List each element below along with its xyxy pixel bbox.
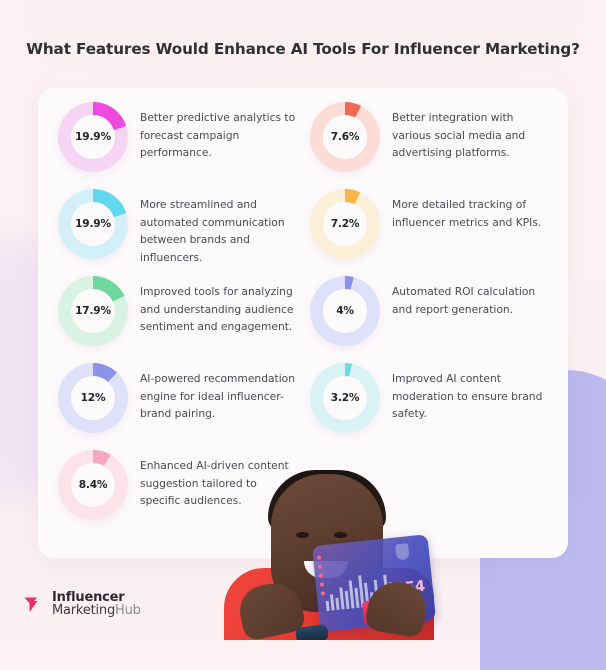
- donut-percent-label: 8.4%: [78, 479, 108, 491]
- stat-row: 19.9% Better predictive analytics to fore…: [58, 102, 300, 189]
- stat-row: 12% AI-powered recommendation engine for …: [58, 363, 300, 450]
- stat-description: More streamlined and automated communica…: [140, 198, 285, 264]
- stat-row: 3.2% Improved AI content moderation to en…: [310, 363, 552, 450]
- logo-marketing-text: Marketing: [52, 603, 115, 619]
- stat-description: Enhanced AI-driven content suggestion ta…: [140, 459, 289, 508]
- donut-chart: 17.9%: [58, 276, 128, 346]
- donut-percent-label: 7.2%: [330, 218, 360, 230]
- stat-description: Improved tools for analyzing and underst…: [140, 285, 294, 334]
- logo-hub-text: Hub: [115, 603, 141, 619]
- donut-percent-label: 12%: [80, 392, 106, 404]
- stat-description: Automated ROI calculation and report gen…: [392, 285, 536, 316]
- page-title: What Features Would Enhance AI Tools For…: [26, 40, 580, 58]
- stat-row: 17.9% Improved tools for analyzing and un…: [58, 276, 300, 363]
- stat-row: 7.2% More detailed tracking of influencer…: [310, 189, 552, 276]
- donut-percent-label: 19.9%: [75, 131, 111, 143]
- donut-chart: 7.2%: [310, 189, 380, 259]
- hero-photo: 154: [216, 452, 506, 640]
- stats-column-left: 19.9% Better predictive analytics to fore…: [58, 102, 300, 548]
- photo-eye-left: [296, 532, 309, 538]
- donut-chart: 8.4%: [58, 450, 128, 520]
- stat-description: More detailed tracking of influencer met…: [392, 198, 542, 229]
- donut-chart: 12%: [58, 363, 128, 433]
- donut-percent-label: 3.2%: [330, 392, 360, 404]
- stat-row: 4% Automated ROI calculation and report g…: [310, 276, 552, 363]
- donut-chart: 7.6%: [310, 102, 380, 172]
- logo-line-influencer: Influencer: [52, 589, 125, 605]
- stat-row: 7.6% Better integration with various soci…: [310, 102, 552, 189]
- donut-percent-label: 7.6%: [330, 131, 360, 143]
- donut-chart: 4%: [310, 276, 380, 346]
- logo-arrow-icon: [24, 597, 38, 613]
- stat-description: Improved AI content moderation to ensure…: [392, 372, 543, 421]
- tablet-badge-icon: [395, 543, 410, 561]
- stat-description: Better predictive analytics to forecast …: [140, 111, 296, 160]
- stat-description: Better integration with various social m…: [392, 111, 526, 160]
- photo-eye-right: [334, 532, 347, 538]
- donut-chart: 19.9%: [58, 102, 128, 172]
- logo-line-marketinghub: MarketingHub: [52, 604, 141, 618]
- stat-row: 8.4% Enhanced AI-driven content suggestio…: [58, 450, 300, 537]
- stat-row: 19.9% More streamlined and automated comm…: [58, 189, 300, 276]
- brand-logo[interactable]: Influencer MarketingHub: [22, 591, 141, 618]
- stats-column-right: 7.6% Better integration with various soci…: [310, 102, 552, 548]
- donut-percent-label: 4%: [336, 305, 354, 317]
- donut-chart: 19.9%: [58, 189, 128, 259]
- donut-percent-label: 19.9%: [75, 218, 111, 230]
- donut-chart: 3.2%: [310, 363, 380, 433]
- donut-percent-label: 17.9%: [75, 305, 111, 317]
- stat-description: AI-powered recommendation engine for ide…: [140, 372, 295, 421]
- logo-wordmark: Influencer MarketingHub: [52, 591, 141, 618]
